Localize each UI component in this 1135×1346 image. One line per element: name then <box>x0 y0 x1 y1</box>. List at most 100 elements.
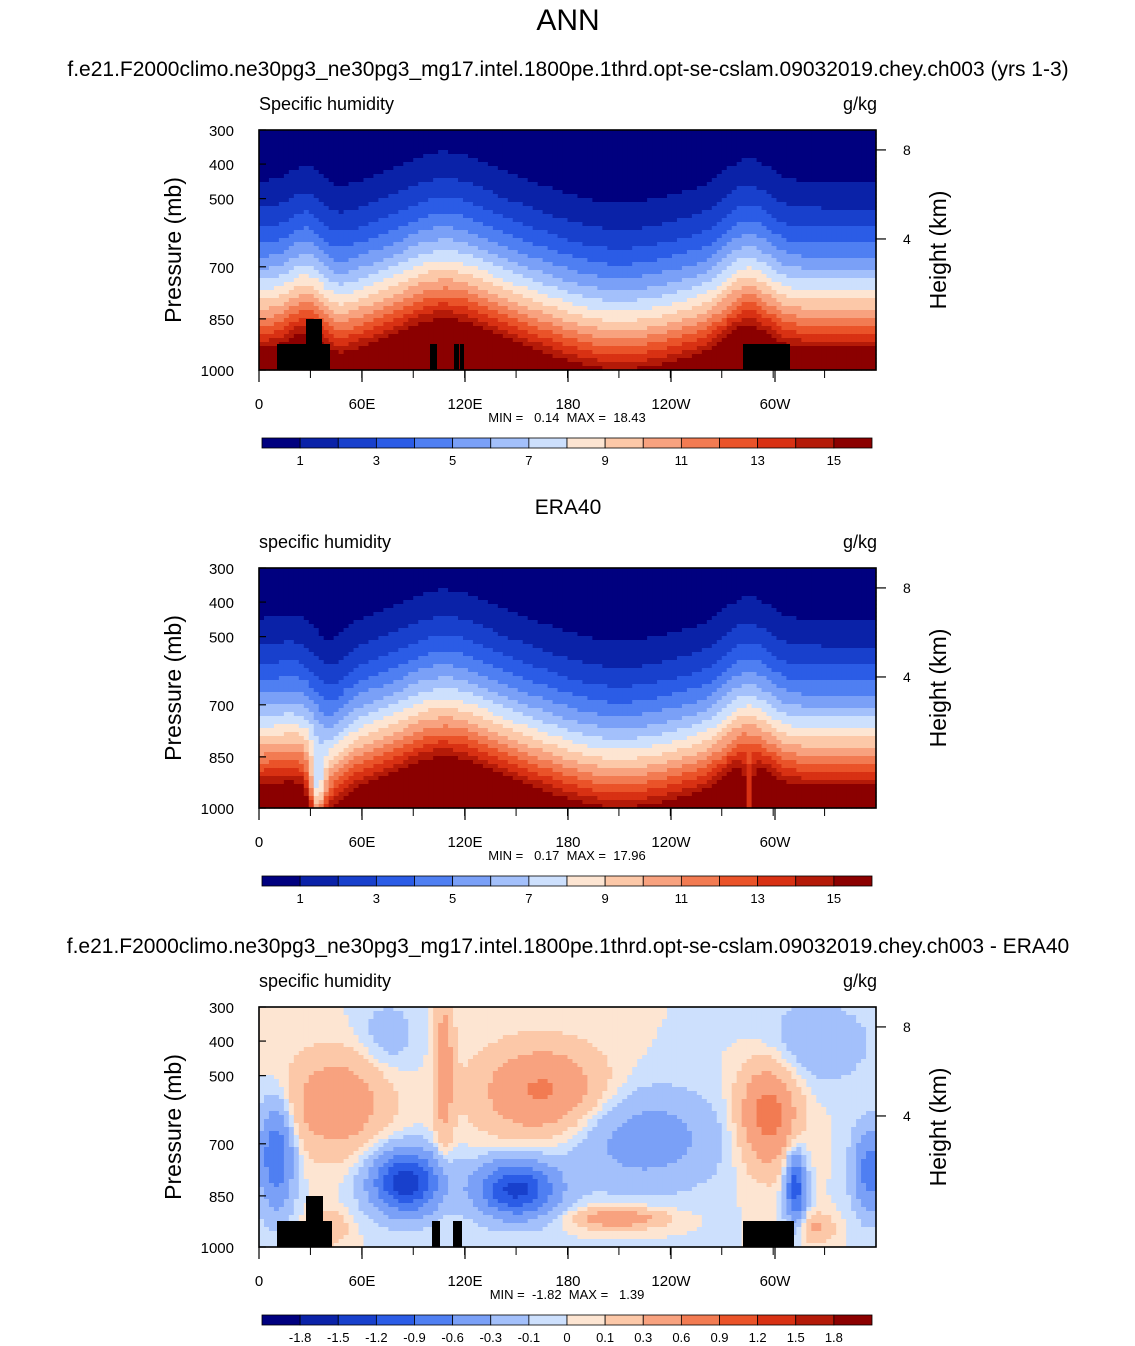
x-tick-label: 120W <box>651 396 691 413</box>
colorbar-label: 0 <box>563 1330 570 1345</box>
colorbar-label: 1 <box>297 891 304 906</box>
units-label: g/kg <box>843 971 877 991</box>
x-axis: 0 60E 120E 180 120W 60W <box>255 808 826 851</box>
colorbar-swatch <box>642 875 682 887</box>
colorbar: 1 3 5 7 9 11 13 15 <box>261 437 873 468</box>
y-tick-label: 300 <box>209 561 234 578</box>
colorbar-swatch <box>604 1314 644 1326</box>
colorbar-label: 0.1 <box>596 1330 614 1345</box>
colorbar-label: 9 <box>602 453 609 468</box>
colorbar-label: -0.9 <box>403 1330 425 1345</box>
x-tick-label: 60W <box>760 1273 792 1290</box>
variable-label: specific humidity <box>259 971 391 991</box>
colorbar-swatch <box>833 875 873 887</box>
right-axis-title: Height (km) <box>925 1068 951 1187</box>
y-tick-label: 700 <box>209 1137 234 1154</box>
y-tick-label: 400 <box>209 157 234 174</box>
colorbar-label: 3 <box>373 891 380 906</box>
colorbar-swatch <box>795 875 835 887</box>
colorbar-swatch <box>757 437 797 449</box>
right-tick-label: 8 <box>903 142 911 158</box>
contour-field <box>259 130 877 371</box>
colorbar-swatch <box>414 437 454 449</box>
colorbar-swatch <box>566 437 606 449</box>
y-tick-label: 1000 <box>201 363 234 380</box>
colorbar-swatch <box>833 1314 873 1326</box>
x-tick-label: 120E <box>447 1273 482 1290</box>
x-tick-label: 120E <box>447 834 482 851</box>
colorbar-swatch <box>642 437 682 449</box>
x-tick-label: 0 <box>255 1273 263 1290</box>
colorbar-swatch <box>719 1314 759 1326</box>
y-tick-label: 300 <box>209 1000 234 1017</box>
x-tick-label: 180 <box>555 834 580 851</box>
panels: f.e21.F2000climo.ne30pg3_ne30pg3_mg17.in… <box>67 58 1069 1345</box>
x-tick-label: 0 <box>255 396 263 413</box>
colorbar-swatch <box>452 875 492 887</box>
colorbar-swatch <box>757 1314 797 1326</box>
topography-mask <box>277 319 790 370</box>
colorbar-swatch <box>337 875 377 887</box>
y-tick-label: 700 <box>209 698 234 715</box>
colorbar-swatch <box>719 875 759 887</box>
colorbar-label: 7 <box>525 891 532 906</box>
variable-label: specific humidity <box>259 532 391 552</box>
colorbar-label: 7 <box>525 453 532 468</box>
x-tick-label: 60E <box>349 396 376 413</box>
y-axis-right: 8 4 Height (km) <box>876 1019 951 1187</box>
colorbar-swatch <box>375 1314 415 1326</box>
x-tick-label: 60W <box>760 834 792 851</box>
y-axis-title: Pressure (mb) <box>160 1054 186 1200</box>
y-axis-right: 8 4 Height (km) <box>876 142 951 310</box>
colorbar-swatch <box>299 1314 339 1326</box>
right-axis-title: Height (km) <box>925 191 951 310</box>
units-label: g/kg <box>843 94 877 114</box>
colorbar-swatch <box>490 437 530 449</box>
colorbar-swatch <box>604 875 644 887</box>
x-tick-label: 60E <box>349 1273 376 1290</box>
y-axis-right: 8 4 Height (km) <box>876 580 951 748</box>
colorbar-swatch <box>414 875 454 887</box>
colorbar: -1.8 -1.5 -1.2 -0.9 -0.6 -0.3 -0.1 0 0.1 0.3 0.6 0.… <box>261 1314 873 1345</box>
colorbar-label: 1.5 <box>787 1330 805 1345</box>
colorbar-swatch <box>261 437 301 449</box>
min-max-stats: MIN = -1.82 MAX = 1.39 <box>490 1287 645 1302</box>
topography-mask <box>277 1196 794 1247</box>
y-tick-label: 850 <box>209 1189 234 1206</box>
colorbar-label: 13 <box>750 891 764 906</box>
colorbar-swatch <box>566 1314 606 1326</box>
colorbar-label: -0.1 <box>518 1330 540 1345</box>
panel-1: f.e21.F2000climo.ne30pg3_ne30pg3_mg17.in… <box>67 58 1068 468</box>
right-axis-title: Height (km) <box>925 629 951 748</box>
y-tick-label: 500 <box>209 192 234 209</box>
colorbar-label: 0.3 <box>634 1330 652 1345</box>
panel-3: f.e21.F2000climo.ne30pg3_ne30pg3_mg17.in… <box>67 935 1069 1345</box>
colorbar-label: 3 <box>373 453 380 468</box>
y-tick-label: 400 <box>209 595 234 612</box>
colorbar-swatch <box>757 875 797 887</box>
right-tick-label: 4 <box>903 231 911 247</box>
y-tick-label: 850 <box>209 312 234 329</box>
x-axis: 0 60E 120E 180 120W 60W <box>255 1247 826 1290</box>
y-axis: 300 400 500 700 850 1000 Pressure (mb) <box>160 1000 266 1257</box>
colorbar-label: 15 <box>827 453 841 468</box>
y-axis-title: Pressure (mb) <box>160 615 186 761</box>
y-tick-label: 850 <box>209 750 234 767</box>
x-tick-label: 0 <box>255 834 263 851</box>
colorbar-label: 5 <box>449 453 456 468</box>
units-label: g/kg <box>843 532 877 552</box>
y-axis: 300 400 500 700 850 1000 Pressure (mb) <box>160 123 266 380</box>
colorbar-swatch <box>795 1314 835 1326</box>
colorbar-label: -0.3 <box>480 1330 502 1345</box>
colorbar-swatch <box>375 875 415 887</box>
colorbar-swatch <box>528 875 568 887</box>
colorbar-label: 13 <box>750 453 764 468</box>
contour-field <box>259 1007 877 1248</box>
colorbar-label: -1.8 <box>289 1330 311 1345</box>
variable-label: Specific humidity <box>259 94 394 114</box>
colorbar-swatch <box>452 437 492 449</box>
colorbar-swatch <box>833 437 873 449</box>
colorbar-swatch <box>490 875 530 887</box>
